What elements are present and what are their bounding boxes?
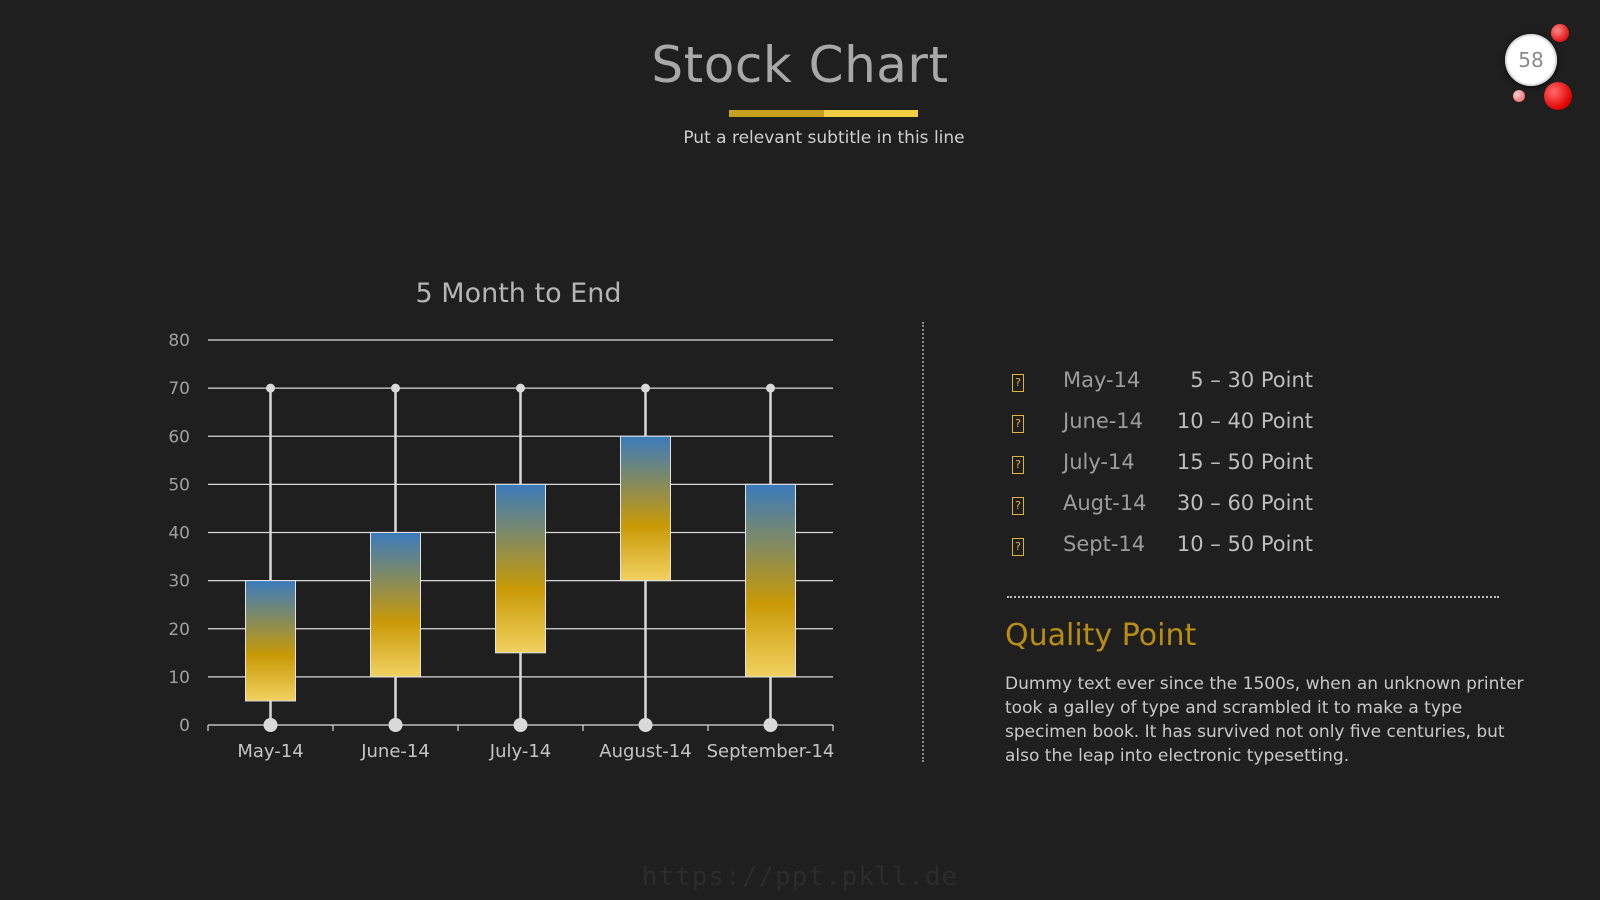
legend-month: May-14: [1063, 368, 1141, 392]
bookmark-icon: ?: [1012, 415, 1024, 433]
quality-heading: Quality Point: [1005, 618, 1197, 653]
bookmark-icon: ?: [1012, 456, 1024, 474]
decor-dot-large-red: [1544, 82, 1572, 110]
y-tick-label: 40: [168, 524, 190, 544]
legend-list: ? May-14 5 – 30 Point ? June-14 10 – 40 …: [1005, 368, 1345, 573]
chart-title: 5 Month to End: [416, 278, 622, 309]
bookmark-icon: ?: [1012, 538, 1024, 556]
low-marker: [763, 718, 778, 732]
y-tick-label: 80: [168, 331, 190, 351]
low-marker: [513, 718, 528, 732]
y-tick-label: 70: [168, 379, 190, 399]
legend-row: ? Sept-14 10 – 50 Point: [1005, 532, 1345, 573]
open-close-box: [620, 435, 671, 582]
legend-month: Augt-14: [1063, 491, 1147, 515]
open-close-box: [245, 580, 296, 702]
high-marker: [641, 383, 650, 393]
open-close-box: [495, 483, 546, 654]
dotted-separator: [1007, 596, 1499, 598]
low-marker: [638, 718, 653, 732]
bookmark-icon: ?: [1012, 374, 1024, 392]
low-marker: [263, 718, 278, 732]
legend-row: ? July-14 15 – 50 Point: [1005, 450, 1345, 491]
open-close-box: [745, 483, 796, 678]
legend-row: ? May-14 5 – 30 Point: [1005, 368, 1345, 409]
legend-range: 30 – 60 Point: [1176, 491, 1313, 515]
legend-month: June-14: [1063, 409, 1144, 433]
x-tick-label: September-14: [707, 741, 835, 762]
legend-range: 10 – 40 Point: [1176, 409, 1313, 433]
quality-body-text: Dummy text ever since the 1500s, when an…: [1005, 674, 1524, 766]
high-marker: [266, 383, 275, 393]
watermark-url: https://ppt.pkll.de: [641, 862, 959, 892]
y-tick-label: 30: [168, 572, 190, 592]
stock-chart: 5 Month to End 0 10 20 30 40 50 60 70 80 May-14 Jun…: [168, 278, 835, 762]
x-tick-label: July-14: [489, 741, 551, 762]
x-tick-label: June-14: [360, 741, 430, 762]
page-number-badge: 58: [1505, 34, 1557, 86]
high-marker: [766, 383, 775, 393]
y-tick-label: 50: [168, 475, 190, 495]
decor-dot-pink: [1513, 90, 1525, 102]
slide-title: Stock Chart: [651, 36, 949, 94]
legend-range: 10 – 50 Point: [1176, 532, 1313, 556]
vertical-divider: [922, 322, 924, 762]
y-tick-label: 10: [168, 668, 190, 688]
legend-range: 5 – 30 Point: [1190, 368, 1313, 392]
legend-row: ? June-14 10 – 40 Point: [1005, 409, 1345, 450]
high-marker: [516, 383, 525, 393]
y-tick-label: 60: [168, 427, 190, 447]
y-tick-label: 20: [168, 620, 190, 640]
legend-row: ? Augt-14 30 – 60 Point: [1005, 491, 1345, 532]
low-marker: [388, 718, 403, 732]
decor-dot-small-red: [1551, 24, 1569, 42]
y-tick-label: 0: [179, 716, 190, 736]
slide-subtitle: Put a relevant subtitle in this line: [683, 128, 965, 148]
high-marker: [391, 383, 400, 393]
title-underline: [729, 110, 918, 117]
bookmark-icon: ?: [1012, 497, 1024, 515]
open-close-box: [370, 532, 421, 678]
underline-segment-light: [823, 110, 918, 117]
legend-month: July-14: [1063, 450, 1135, 474]
x-tick-label: May-14: [237, 741, 303, 762]
underline-segment-dark: [729, 110, 824, 117]
legend-range: 15 – 50 Point: [1176, 450, 1313, 474]
x-tick-label: August-14: [599, 741, 691, 762]
legend-month: Sept-14: [1063, 532, 1146, 556]
